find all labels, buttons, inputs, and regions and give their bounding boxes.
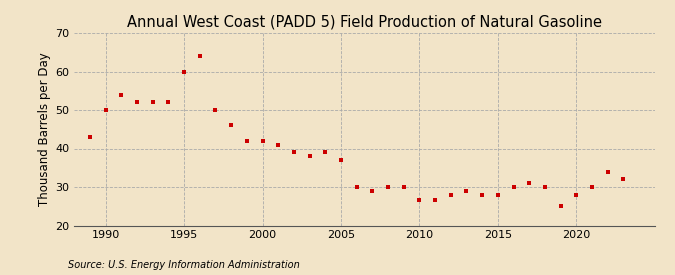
Point [430,198,441,203]
Point [257,139,268,143]
Point [335,158,346,162]
Point [132,100,142,104]
Point [477,192,487,197]
Point [351,185,362,189]
Point [446,192,456,197]
Point [147,100,158,104]
Point [461,189,472,193]
Point [225,123,236,128]
Point [587,185,597,189]
Point [100,108,111,112]
Point [539,185,550,189]
Point [556,204,566,208]
Point [179,69,190,74]
Point [242,139,252,143]
Point [210,108,221,112]
Point [414,198,425,203]
Point [493,192,504,197]
Point [116,92,127,97]
Point [618,177,629,182]
Point [602,169,613,174]
Y-axis label: Thousand Barrels per Day: Thousand Barrels per Day [38,52,51,206]
Point [163,100,173,104]
Point [304,154,315,158]
Point [571,192,582,197]
Point [398,185,409,189]
Point [84,135,95,139]
Point [194,54,205,58]
Point [524,181,535,185]
Point [383,185,394,189]
Text: Source: U.S. Energy Information Administration: Source: U.S. Energy Information Administ… [68,260,299,270]
Point [508,185,519,189]
Point [288,150,299,155]
Point [320,150,331,155]
Point [367,189,378,193]
Title: Annual West Coast (PADD 5) Field Production of Natural Gasoline: Annual West Coast (PADD 5) Field Product… [127,14,602,29]
Point [273,142,284,147]
